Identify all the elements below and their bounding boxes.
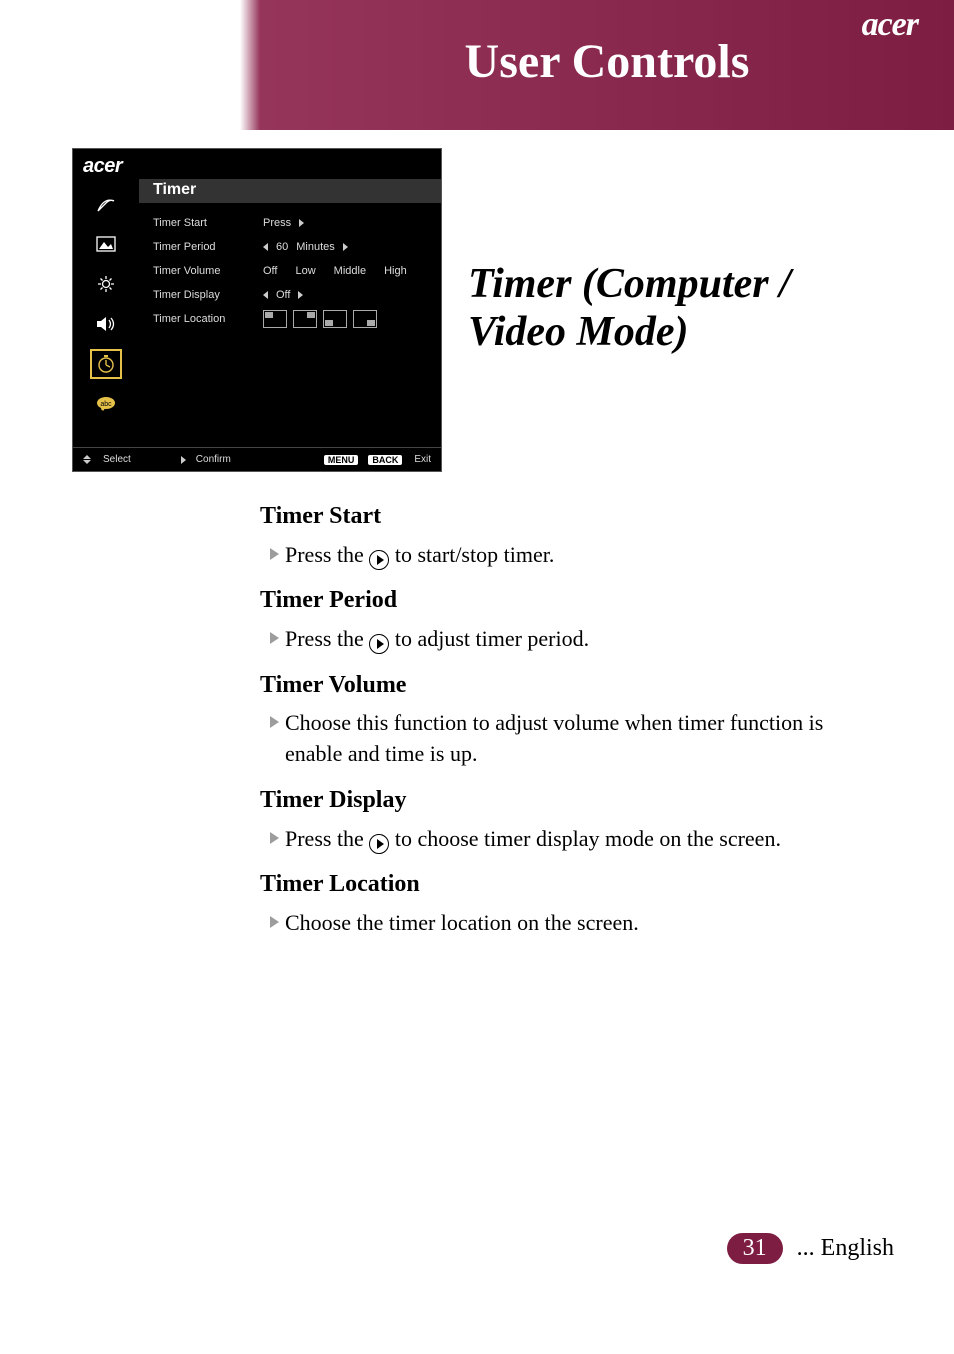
osd-row-value: Off (276, 289, 290, 301)
text-fragment: to choose timer display mode on the scre… (389, 826, 781, 851)
osd-menu-title: Timer (139, 179, 441, 203)
audio-icon[interactable] (94, 313, 118, 335)
osd-row-timer-period[interactable]: Timer Period 60 Minutes (153, 237, 427, 257)
page-footer: 31 ... English (727, 1233, 894, 1264)
bullet-line: Choose this function to adjust volume wh… (270, 708, 880, 770)
osd-row-timer-display[interactable]: Timer Display Off (153, 285, 427, 305)
color-icon[interactable] (94, 193, 118, 215)
text-fragment: to start/stop timer. (389, 542, 554, 567)
osd-row-timer-location[interactable]: Timer Location (153, 309, 427, 329)
section-title-timer-display: Timer Display (260, 784, 880, 818)
bullet-icon (270, 548, 279, 560)
page-banner: acer User Controls (0, 0, 954, 130)
bullet-icon (270, 716, 279, 728)
banner-title: User Controls (260, 34, 954, 89)
play-button-icon (369, 834, 389, 854)
svg-text:abc: abc (100, 401, 112, 408)
bullet-icon (270, 916, 279, 928)
triangle-right-icon (299, 219, 304, 227)
section-title-timer-start: Timer Start (260, 500, 880, 534)
bullet-line: Press the to choose timer display mode o… (270, 824, 880, 855)
osd-row-value: Press (263, 217, 291, 229)
osd-main: Timer Timer Start Press Timer Period 60 … (139, 179, 441, 447)
location-bottom-right-icon[interactable] (353, 310, 377, 328)
osd-brand-logo: acer (83, 155, 122, 178)
osd-hint-exit: Exit (414, 454, 431, 465)
text-fragment: Press the (285, 826, 369, 851)
osd-hint-select: Select (103, 454, 131, 465)
osd-row-value: 60 (276, 241, 288, 253)
triangle-right-icon (181, 456, 186, 464)
location-top-right-icon[interactable] (293, 310, 317, 328)
location-bottom-left-icon[interactable] (323, 310, 347, 328)
section-title-timer-volume: Timer Volume (260, 669, 880, 703)
bullet-line: Choose the timer location on the screen. (270, 908, 880, 939)
osd-volume-opt: Middle (334, 265, 366, 277)
text-fragment: Press the (285, 542, 369, 567)
osd-volume-opt: Low (295, 265, 315, 277)
section-title-timer-location: Timer Location (260, 868, 880, 902)
bullet-icon (270, 632, 279, 644)
language-icon[interactable]: abc (94, 393, 118, 415)
text-fragment: Choose this function to adjust volume wh… (285, 708, 880, 770)
osd-row-label: Timer Display (153, 289, 263, 301)
bullet-line: Press the to start/stop timer. (270, 540, 880, 571)
triangle-right-icon (343, 243, 348, 251)
osd-footer: Select Confirm MENU BACK Exit (73, 447, 441, 471)
text-fragment: Press the (285, 626, 369, 651)
osd-row-label: Timer Volume (153, 265, 263, 277)
triangle-left-icon (263, 243, 268, 251)
play-button-icon (369, 550, 389, 570)
bullet-icon (270, 832, 279, 844)
play-button-icon (369, 634, 389, 654)
osd-volume-opt: Off (263, 265, 277, 277)
triangle-left-icon (263, 291, 268, 299)
page-number: 31 (727, 1233, 783, 1264)
osd-row-timer-start[interactable]: Timer Start Press (153, 213, 427, 233)
osd-sidebar: abc (73, 179, 139, 447)
text-fragment: to adjust timer period. (389, 626, 589, 651)
updown-arrows-icon (83, 455, 91, 464)
management-icon[interactable] (94, 273, 118, 295)
section-title-timer-period: Timer Period (260, 584, 880, 618)
osd-screenshot: acer abc Timer Timer Start Press (72, 148, 442, 472)
osd-hint-back: BACK (368, 455, 402, 465)
mode-heading: Timer (Computer / Video Mode) (468, 260, 888, 357)
location-top-left-icon[interactable] (263, 310, 287, 328)
osd-row-unit: Minutes (296, 241, 335, 253)
osd-hint-confirm: Confirm (196, 454, 231, 465)
page-language: ... English (797, 1235, 894, 1262)
text-fragment: Choose the timer location on the screen. (285, 908, 880, 939)
osd-hint-menu: MENU (324, 455, 359, 465)
osd-row-label: Timer Location (153, 313, 263, 325)
osd-row-timer-volume[interactable]: Timer Volume Off Low Middle High (153, 261, 427, 281)
timer-icon[interactable] (94, 353, 118, 375)
osd-row-label: Timer Start (153, 217, 263, 229)
image-icon[interactable] (94, 233, 118, 255)
body-text: Timer Start Press the to start/stop time… (260, 500, 880, 939)
osd-row-label: Timer Period (153, 241, 263, 253)
osd-rows: Timer Start Press Timer Period 60 Minute… (139, 203, 441, 329)
bullet-line: Press the to adjust timer period. (270, 624, 880, 655)
triangle-right-icon (298, 291, 303, 299)
osd-volume-opt: High (384, 265, 407, 277)
